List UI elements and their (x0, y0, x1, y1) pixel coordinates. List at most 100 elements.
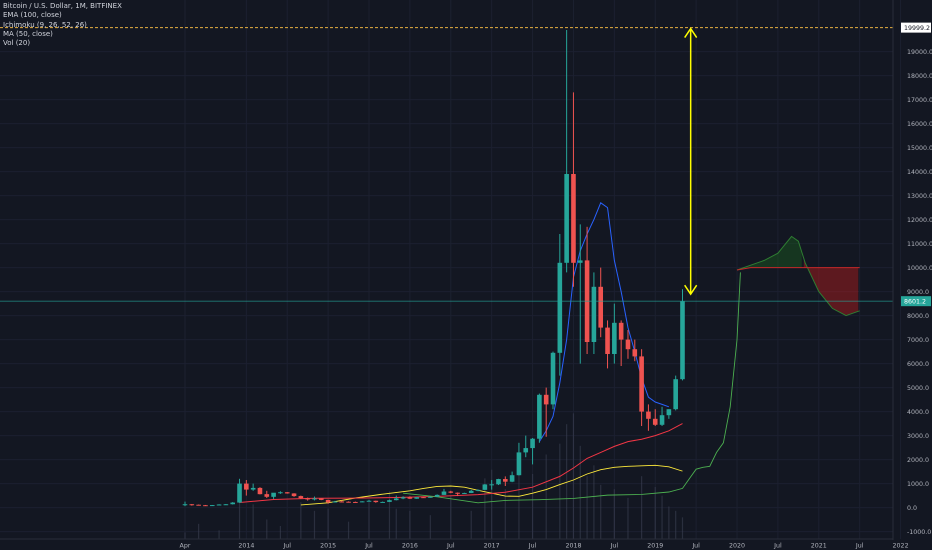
candle (414, 497, 420, 499)
arrow-head-bottom (684, 284, 698, 296)
candle (278, 491, 283, 494)
legend-ichimoku[interactable]: Ichimoku (9, 26, 52, 26) (3, 20, 87, 29)
candle (339, 500, 345, 503)
candle (577, 224, 583, 364)
x-tick-label: 2018 (565, 543, 581, 550)
candle (400, 496, 406, 500)
candle-body (462, 492, 467, 494)
candle-body (625, 339, 631, 350)
candle-body (666, 409, 672, 416)
candle-body (237, 483, 242, 503)
candle-body (393, 498, 399, 501)
candle-body (380, 501, 385, 503)
candle (182, 501, 188, 507)
candle-body (407, 497, 413, 499)
x-tick-label: Jul (282, 543, 291, 550)
current-price-label-text: 8601.2 (904, 298, 926, 305)
double-arrow-annotation[interactable] (684, 27, 698, 296)
candle-body (468, 490, 474, 493)
candle (407, 496, 413, 499)
candle-body (278, 492, 283, 494)
legend-ma[interactable]: MA (50, close) (3, 29, 53, 38)
candle-body (455, 492, 460, 494)
ath-price-label-box (901, 22, 931, 33)
candle-body (373, 500, 379, 503)
candle-body (346, 501, 351, 503)
x-tick-label: Jul (773, 543, 782, 550)
volume-bar (218, 530, 220, 539)
candle-body (503, 479, 508, 482)
candle (625, 330, 631, 359)
candle (346, 501, 351, 503)
candle (652, 409, 658, 426)
candle (305, 497, 310, 501)
candle (605, 320, 610, 369)
candle (448, 490, 454, 494)
candle-body (223, 504, 229, 506)
annotations (0, 27, 893, 302)
candle-body (366, 500, 372, 502)
candle-body (550, 352, 556, 405)
candle (319, 498, 324, 501)
candle-body (359, 501, 365, 503)
volume-bar (613, 489, 615, 539)
legend-ema[interactable]: EMA (100, close) (3, 11, 62, 20)
candle-body (434, 494, 440, 497)
legend-symbol[interactable]: Bitcoin / U.S. Dollar, 1M, BITFINEX (3, 2, 122, 10)
time-axis[interactable]: Apr 2014 Jul 2015 Jul 2016 Jul 2017 Jul 2018 Jul 20… (180, 543, 909, 550)
candle-body (673, 379, 678, 410)
y-tick-label: 0.0 (907, 505, 917, 512)
candle-body (448, 491, 454, 493)
y-tick-label: 1000.0 (907, 481, 929, 488)
volume-bar (545, 454, 547, 539)
candle-body (516, 452, 522, 476)
volume-bar (450, 495, 452, 539)
y-tick-label: 4000.0 (907, 409, 929, 416)
candle-body (291, 493, 297, 497)
candle-body (680, 301, 685, 380)
candles (182, 30, 685, 507)
candle (353, 501, 358, 503)
candle (230, 502, 236, 505)
current-price-label: 8601.2 (901, 296, 931, 307)
candle-body (209, 505, 215, 507)
volume-bar (675, 510, 677, 539)
volume-bar (238, 497, 241, 539)
candle-body (632, 349, 638, 357)
volume-bar (566, 424, 568, 539)
candle (203, 504, 208, 507)
indicator-lines (239, 202, 741, 506)
candle-body (509, 475, 515, 482)
ema-100-line (239, 423, 683, 504)
candle-body (564, 174, 569, 263)
price-axis[interactable]: -1000.0 0.0 1000.0 2000.0 3000.0 4000.0 5000.0… (907, 49, 932, 536)
x-tick-label: 2017 (484, 543, 500, 550)
x-tick-label: 2014 (238, 543, 254, 550)
candle (257, 487, 263, 495)
candle (223, 504, 229, 506)
candle-body (489, 484, 494, 486)
x-tick-label: Jul (610, 543, 619, 550)
volume-bar (327, 508, 329, 539)
y-tick-label: 17000.0 (907, 97, 932, 104)
y-tick-label: 19000.0 (907, 49, 932, 56)
candle (264, 490, 270, 498)
y-tick-label: 2000.0 (907, 457, 929, 464)
candle-body (530, 438, 535, 449)
candle (646, 404, 651, 431)
candle (366, 499, 372, 502)
candle-body (339, 501, 345, 503)
candle (516, 442, 522, 476)
candle (209, 504, 215, 507)
candle (237, 478, 242, 503)
candle (550, 351, 556, 410)
volume-bar (198, 523, 200, 539)
y-tick-label: 18000.0 (907, 73, 932, 80)
candle (557, 234, 563, 376)
volume-bar (504, 489, 506, 539)
legend-vol[interactable]: Vol (20) (3, 39, 31, 48)
candle-body (618, 322, 624, 340)
candle (455, 492, 460, 497)
